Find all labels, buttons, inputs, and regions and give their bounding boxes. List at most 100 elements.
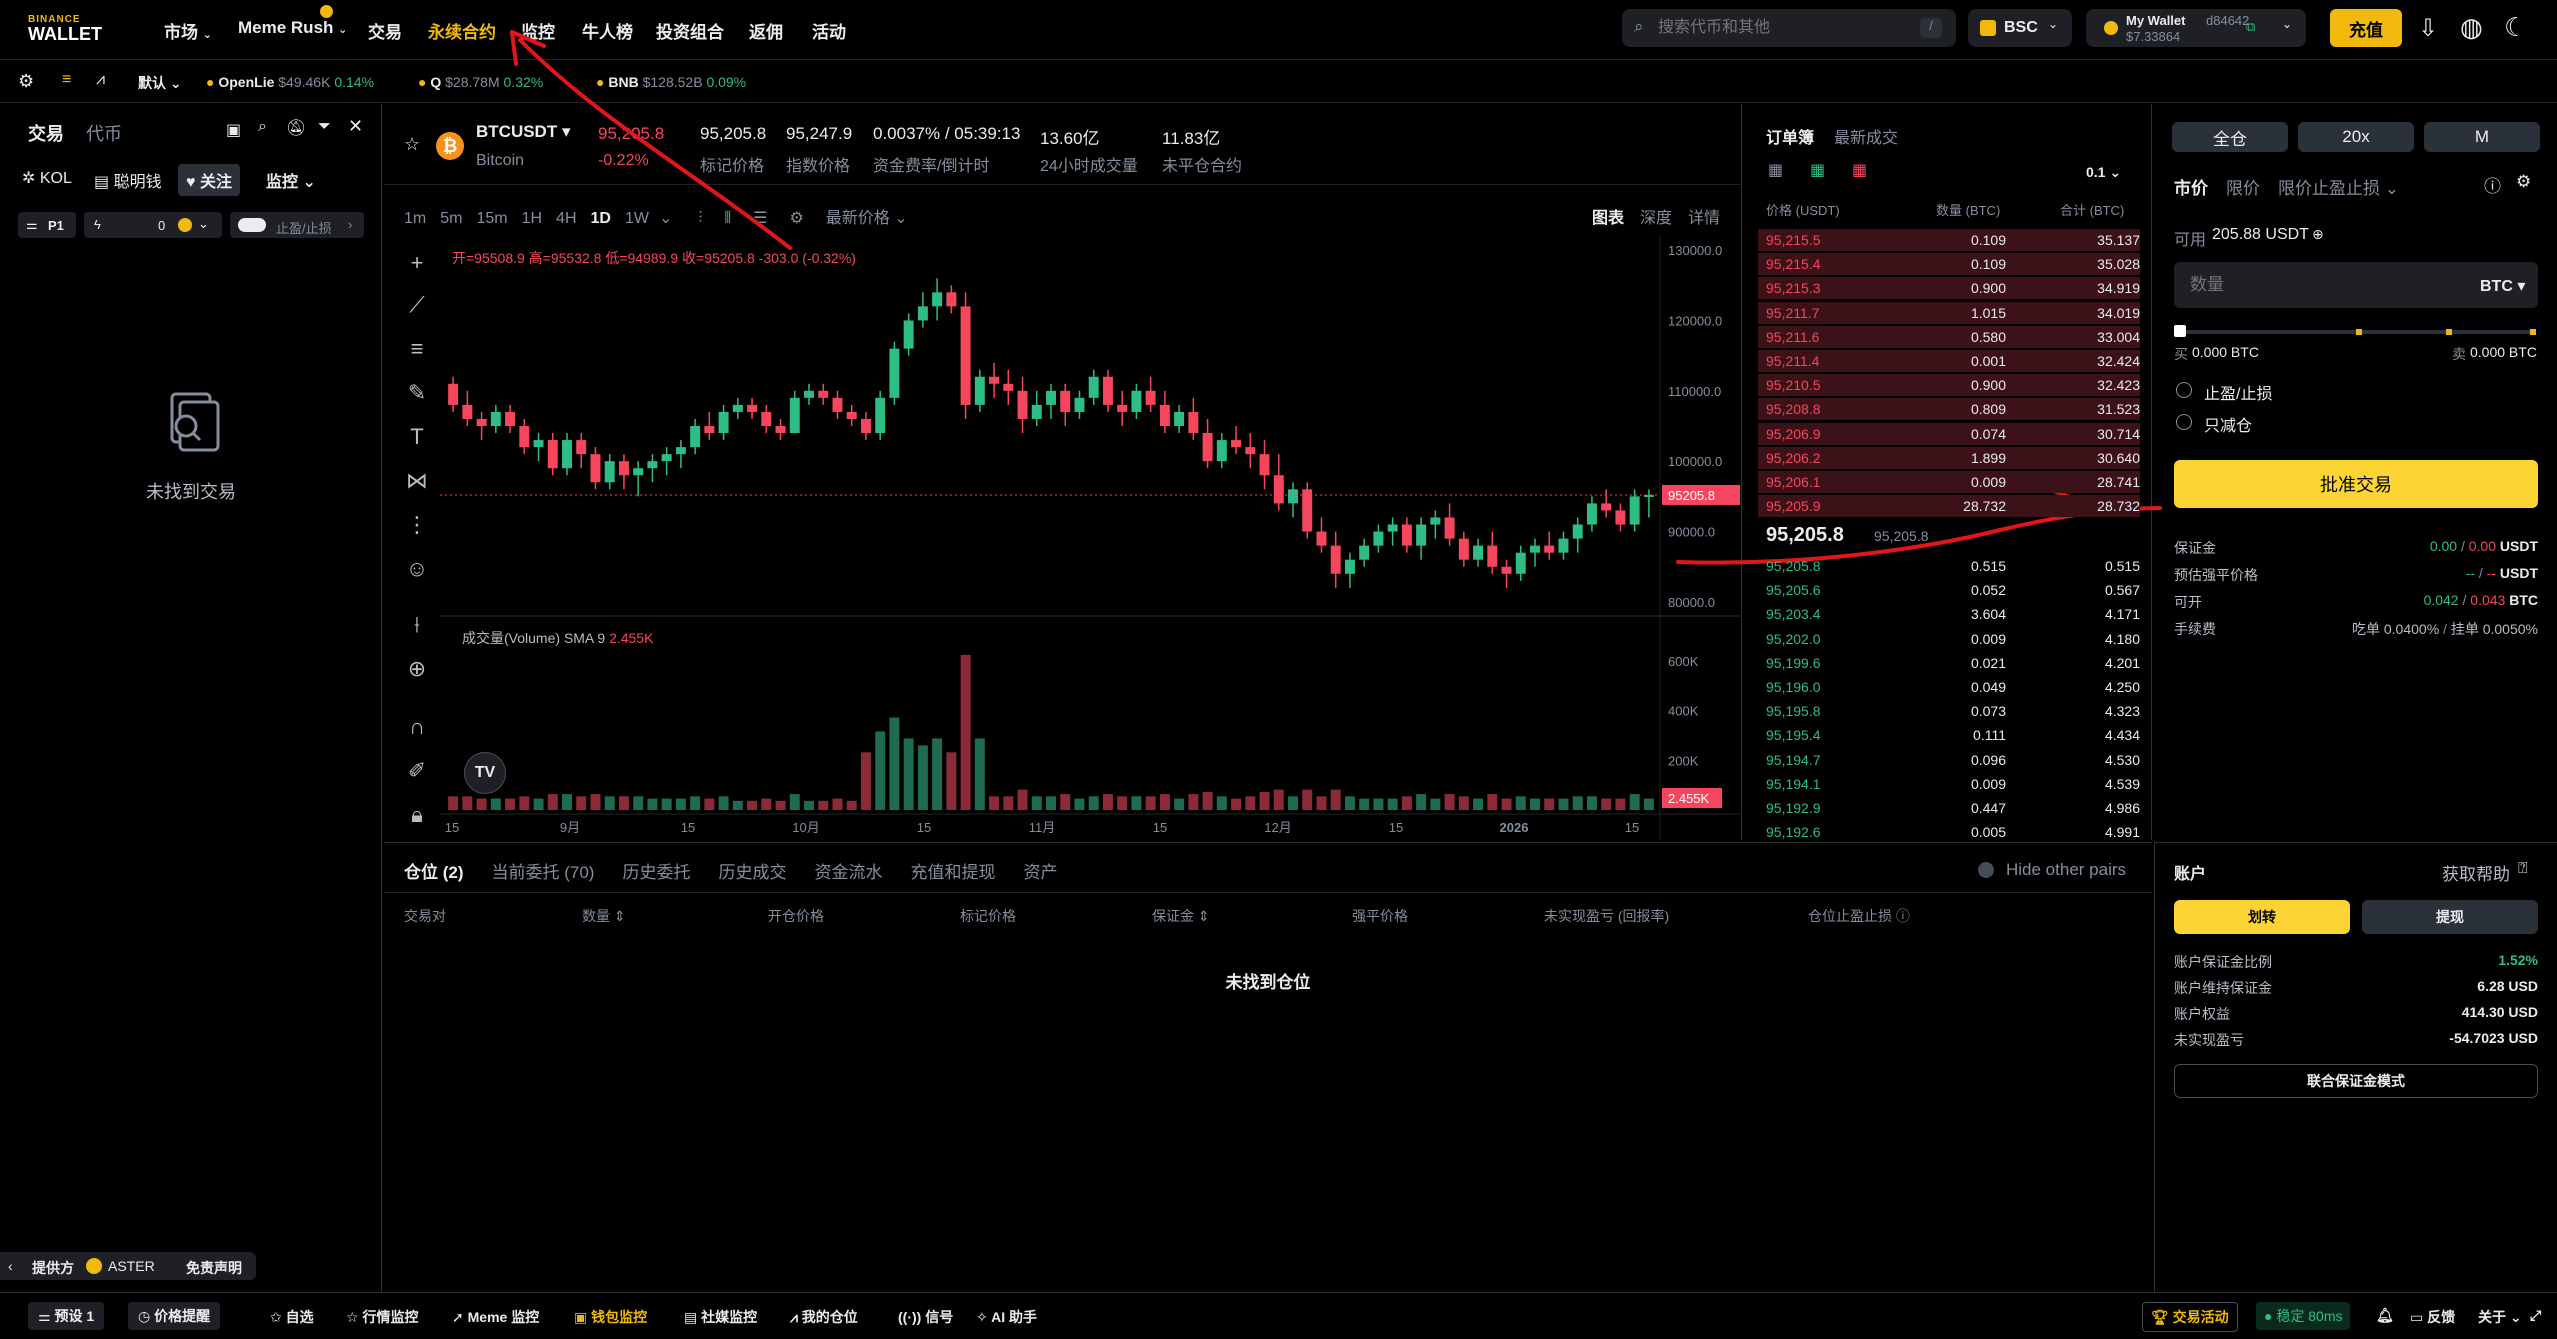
ask-row[interactable]: 95,206.1 0.009 28.741	[1758, 470, 2140, 494]
info-icon[interactable]: ⓘ	[2484, 177, 2501, 196]
ticker-item[interactable]: ● Q $28.78M 0.32%	[418, 74, 543, 90]
price-alert-button[interactable]: ◷ 价格提醒	[128, 1302, 221, 1330]
orderbook-both-icon[interactable]: ▦	[1768, 162, 1784, 179]
reduce-only-radio[interactable]	[2176, 414, 2192, 430]
help-link[interactable]: 获取帮助	[2442, 865, 2510, 884]
interval-1d[interactable]: 1D	[590, 210, 611, 227]
bid-row[interactable]: 95,194.1 0.009 4.539	[1766, 772, 2140, 796]
ask-row[interactable]: 95,211.7 1.015 34.019	[1758, 301, 2140, 325]
text-tool-icon[interactable]: T	[410, 424, 424, 449]
positions-tab[interactable]: 当前委托 (70)	[491, 863, 595, 882]
ask-row[interactable]: 95,208.8 0.809 31.523	[1758, 397, 2140, 421]
smiley-icon[interactable]: ☺	[405, 556, 429, 581]
unified-margin-button[interactable]: 联合保证金模式	[2174, 1064, 2538, 1098]
help-icon[interactable]: ⍰	[2518, 860, 2528, 877]
window-icon[interactable]: ▣	[226, 122, 242, 139]
chart-settings-icon[interactable]: ⚙	[789, 210, 804, 227]
sort-icon[interactable]: ⇕	[1194, 908, 1210, 924]
quantity-input[interactable]	[2190, 274, 2430, 296]
ask-row[interactable]: 95,206.9 0.074 30.714	[1758, 422, 2140, 446]
view-chart-tab[interactable]: 图表	[1592, 210, 1625, 227]
latest-price-selector[interactable]: 最新价格 ⌄	[825, 210, 908, 227]
toggle-switch[interactable]	[238, 218, 266, 232]
search-icon[interactable]: ⌕	[258, 118, 267, 135]
info-icon[interactable]: ⓘ	[1892, 908, 1910, 924]
preset-selector[interactable]: 默认 ⌄	[138, 75, 182, 91]
filter-following[interactable]: ♥ 关注	[178, 164, 240, 196]
positions-tab[interactable]: 仓位 (2)	[404, 863, 464, 882]
nav-meme-rush[interactable]: Meme Rush ⌄	[238, 5, 347, 38]
wallet-selector[interactable]: My Wallet d84642 $7.33864 ⧉ ⌄	[2086, 9, 2306, 47]
bid-row[interactable]: 95,199.6 0.021 4.201	[1766, 651, 2140, 675]
filter-icon[interactable]: ≡	[62, 71, 72, 88]
approve-trade-button[interactable]: 批准交易	[2174, 460, 2538, 508]
filter-smart-money[interactable]: ▤ 聪明钱	[94, 168, 162, 192]
tab-tokens[interactable]: 代币	[86, 124, 122, 144]
copy-icon[interactable]: ⧉	[2246, 19, 2256, 34]
wallet-monitor-button[interactable]: ▣ 钱包监控	[574, 1307, 647, 1327]
ask-row[interactable]: 95,205.9 28.732 28.732	[1758, 494, 2140, 518]
social-monitor-button[interactable]: ▤ 社媒监控	[684, 1307, 757, 1327]
crosshair-icon[interactable]: +	[410, 250, 424, 275]
candle-type-icon[interactable]: ⫶	[698, 210, 703, 227]
horizontal-lines-icon[interactable]: ≡	[410, 336, 424, 361]
bar-type-icon[interactable]: ⫴	[724, 210, 732, 227]
my-positions-button[interactable]: ⩘ 我的仓位	[790, 1307, 858, 1327]
funnel-icon[interactable]: ⏷	[318, 118, 331, 135]
lock-icon[interactable]: 🔒︎	[411, 802, 423, 827]
ask-row[interactable]: 95,206.2 1.899 30.640	[1758, 446, 2140, 470]
add-funds-icon[interactable]: ⊕	[2312, 226, 2324, 242]
quick-buy-amount[interactable]: ϟ 0 ⌄	[84, 212, 222, 238]
filter-monitor[interactable]: 监控 ⌄	[266, 174, 316, 191]
asset-mode-button[interactable]: M	[2424, 122, 2540, 152]
interval-5m[interactable]: 5m	[440, 210, 463, 227]
disclaimer-link[interactable]: 免责声明	[186, 1260, 242, 1276]
ask-row[interactable]: 95,210.5 0.900 32.423	[1758, 373, 2140, 397]
margin-mode-button[interactable]: 全仓	[2172, 122, 2288, 152]
nav-portfolio[interactable]: 投资组合	[656, 23, 724, 42]
filter-kol[interactable]: ✲ KOL	[22, 168, 72, 188]
trading-activity-button[interactable]: 🏆︎ 交易活动	[2142, 1302, 2238, 1332]
bid-row[interactable]: 95,192.9 0.447 4.986	[1766, 796, 2140, 820]
chevron-down-icon[interactable]: ⌄	[658, 210, 673, 227]
nav-monitor[interactable]: 监控	[521, 23, 555, 42]
ruler-lines-icon[interactable]: ⋮	[406, 512, 428, 537]
positions-tab[interactable]: 资金流水	[814, 863, 883, 882]
meme-monitor-button[interactable]: ➚ Meme 监控	[452, 1307, 539, 1327]
bid-row[interactable]: 95,195.8 0.073 4.323	[1766, 699, 2140, 723]
interval-1w[interactable]: 1W	[624, 210, 649, 227]
ask-row[interactable]: 95,215.5 0.109 35.137	[1758, 228, 2140, 252]
leverage-button[interactable]: 20x	[2298, 122, 2414, 152]
ask-row[interactable]: 95,211.4 0.001 32.424	[1758, 349, 2140, 373]
interval-15m[interactable]: 15m	[476, 210, 508, 227]
positions-tab[interactable]: 资产	[1023, 863, 1058, 882]
transfer-button[interactable]: 划转	[2174, 900, 2350, 934]
zoom-in-icon[interactable]: ⊕	[407, 656, 427, 681]
search-input[interactable]	[1658, 15, 1898, 41]
ticker-item[interactable]: ● BNB $128.52B 0.09%	[596, 74, 746, 90]
deposit-button[interactable]: 充值	[2330, 9, 2402, 47]
binance-wallet-logo[interactable]: BINANCE WALLET	[28, 14, 102, 43]
measure-icon[interactable]: ⟊	[414, 612, 420, 637]
quantity-unit-selector[interactable]: BTC ▾	[2480, 278, 2526, 295]
chevron-left-icon[interactable]: ‹	[8, 1258, 13, 1274]
hide-other-pairs-checkbox[interactable]	[1978, 862, 1994, 878]
bid-row[interactable]: 95,192.6 0.005 4.991	[1766, 820, 2140, 844]
dark-mode-icon[interactable]: ☾	[2504, 12, 2528, 42]
ask-row[interactable]: 95,211.6 0.580 33.004	[1758, 325, 2140, 349]
bid-row[interactable]: 95,205.6 0.052 0.567	[1766, 578, 2140, 602]
positions-tab[interactable]: 充值和提现	[910, 863, 996, 882]
close-icon[interactable]: ✕	[348, 116, 364, 136]
tab-trades[interactable]: 交易	[28, 124, 64, 144]
expand-icon[interactable]: ⤢	[2530, 1307, 2542, 1323]
bid-row[interactable]: 95,196.0 0.049 4.250	[1766, 675, 2140, 699]
tab-recent-trades[interactable]: 最新成交	[1834, 130, 1899, 147]
settings-icon[interactable]: ⚙	[18, 71, 35, 91]
positions-tab[interactable]: 历史委托	[622, 863, 691, 882]
bid-row[interactable]: 95,194.7 0.096 4.530	[1766, 748, 2140, 772]
signals-button[interactable]: ((·)) 信号	[898, 1307, 953, 1327]
view-depth-tab[interactable]: 深度	[1640, 210, 1673, 227]
market-monitor-button[interactable]: ☆ 行情监控	[346, 1307, 418, 1327]
nav-rebate[interactable]: 返佣	[749, 23, 783, 42]
orderbook-asks-icon[interactable]: ▦	[1852, 162, 1868, 179]
